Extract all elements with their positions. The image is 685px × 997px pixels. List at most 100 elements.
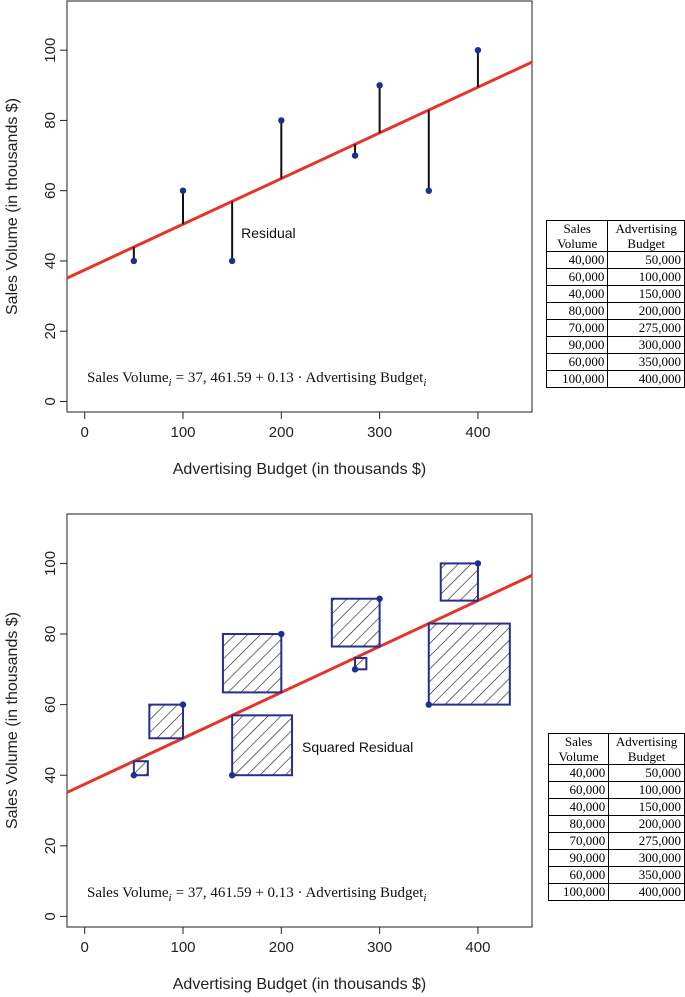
data-point <box>376 82 383 89</box>
cell-advertising-budget: 350,000 <box>607 353 685 371</box>
squared-residual-label: Squared Residual <box>302 739 413 755</box>
cell-sales-volume: 40,000 <box>545 285 609 303</box>
table-row: 90,000 300,000 <box>547 849 685 867</box>
equation-subscript: i <box>169 377 172 389</box>
y-axis-title: Sales Volume (in thousands $) <box>4 612 21 829</box>
data-point <box>376 595 383 602</box>
y-tick-label: 80 <box>42 112 59 129</box>
equation-lhs: Sales Volume <box>87 885 169 901</box>
residual-chart: 0 100 200 300 400 0 20 40 60 80 100 Advertising Bud… <box>4 0 533 478</box>
x-tick-label: 0 <box>81 424 89 441</box>
x-tick-label: 400 <box>465 424 490 441</box>
table-row: 90,000 300,000 <box>545 336 685 354</box>
data-point <box>130 257 138 265</box>
y-tick-label: 80 <box>42 626 59 643</box>
header-line: Sales <box>563 221 591 236</box>
y-tick-label: 0 <box>42 397 59 405</box>
cell-advertising-budget: 100,000 <box>608 781 685 799</box>
cell-sales-volume: 80,000 <box>547 815 610 833</box>
data-point <box>474 560 482 567</box>
data-point <box>425 187 432 194</box>
table-body: 40,000 50,000 60,000 100,000 40,000 150,000 80… <box>545 251 685 388</box>
header-line: Advertising <box>615 734 678 749</box>
data-point <box>278 117 285 124</box>
cell-advertising-budget: 400,000 <box>607 370 685 388</box>
y-axis-title: Sales Volume (in thousands $) <box>4 98 21 315</box>
squared-residual-box <box>427 622 511 706</box>
regression-equation: Sales Volumei = 37, 461.59 + 0.13 · Adver… <box>87 885 426 904</box>
data-table-bottom: Sales Volume Advertising Budget 40,000 50,0… <box>547 733 685 901</box>
cell-sales-volume: 70,000 <box>547 832 610 850</box>
residual-panel: 0 100 200 300 400 0 20 40 60 80 100 Advertising Bud… <box>0 0 685 497</box>
cell-advertising-budget: 50,000 <box>608 764 685 782</box>
x-axis-title: Advertising Budget (in thousands $) <box>173 976 426 993</box>
header-line: Advertising <box>615 221 677 236</box>
cell-advertising-budget: 350,000 <box>608 866 685 884</box>
residual-label: Residual <box>241 225 295 241</box>
header-line: Budget <box>627 236 665 251</box>
equation-rhs: = 37, 461.59 + 0.13 · Advertising Budget <box>176 370 425 386</box>
equation-rhs: = 37, 461.59 + 0.13 · Advertising Budget <box>176 885 425 901</box>
y-tick-label: 20 <box>42 323 59 340</box>
cell-sales-volume: 70,000 <box>545 319 609 337</box>
cell-sales-volume: 90,000 <box>545 336 609 354</box>
table-header-sales: Sales Volume <box>547 733 610 765</box>
cell-sales-volume: 60,000 <box>547 781 610 799</box>
table-row: 40,000 50,000 <box>545 251 685 269</box>
squared-residual-box <box>439 562 479 602</box>
x-tick-label: 300 <box>367 424 392 441</box>
regression-line <box>66 60 533 280</box>
y-tick-label: 100 <box>42 38 59 63</box>
cell-advertising-budget: 200,000 <box>607 302 685 320</box>
data-point <box>351 152 359 159</box>
data-point <box>228 257 236 265</box>
x-tick-label: 0 <box>81 939 89 956</box>
table-header-row: Sales Volume Advertising Budget <box>545 220 685 252</box>
equation-subscript: i <box>169 892 172 904</box>
equation-lhs: Sales Volume <box>87 370 169 386</box>
table-row: 70,000 275,000 <box>545 319 685 337</box>
squared-residual-box <box>221 633 283 694</box>
cell-sales-volume: 60,000 <box>545 268 609 286</box>
data-point <box>130 772 138 779</box>
squared-residual-box <box>354 656 368 671</box>
y-tick-label: 100 <box>42 551 59 576</box>
cell-sales-volume: 90,000 <box>547 849 610 867</box>
x-axis-title: Advertising Budget (in thousands $) <box>173 461 426 478</box>
cell-sales-volume: 100,000 <box>547 883 610 901</box>
data-point <box>425 701 432 708</box>
x-tick-label: 200 <box>269 424 294 441</box>
squared-residual-chart: 0 100 200 300 400 0 20 40 60 80 100 Advertising Bud… <box>4 513 533 993</box>
x-tick-label: 100 <box>170 424 195 441</box>
data-point <box>278 630 285 638</box>
header-line: Budget <box>627 749 666 764</box>
table-row: 80,000 200,000 <box>547 815 685 833</box>
table-row: 40,000 50,000 <box>547 764 685 782</box>
squared-residual-box <box>330 597 381 648</box>
table-header-budget: Advertising Budget <box>607 220 685 252</box>
data-table-top: Sales Volume Advertising Budget 40,000 50,0… <box>545 220 685 388</box>
header-line: Sales <box>564 734 593 749</box>
y-tick-label: 40 <box>42 253 59 270</box>
header-line: Volume <box>557 236 598 251</box>
table-row: 100,000 400,000 <box>545 370 685 388</box>
table-row: 40,000 150,000 <box>545 285 685 303</box>
data-point <box>351 666 359 673</box>
table-header-row: Sales Volume Advertising Budget <box>547 733 685 765</box>
cell-advertising-budget: 100,000 <box>607 268 685 286</box>
x-tick-label: 400 <box>465 939 490 956</box>
data-point <box>179 701 187 708</box>
cell-sales-volume: 40,000 <box>547 764 610 782</box>
cell-sales-volume: 80,000 <box>545 302 609 320</box>
cell-sales-volume: 60,000 <box>547 866 610 884</box>
table-row: 60,000 350,000 <box>547 866 685 884</box>
plot-frame <box>66 0 533 413</box>
x-tick-label: 200 <box>269 939 294 956</box>
y-tick-label: 20 <box>42 837 59 854</box>
header-line: Volume <box>558 749 599 764</box>
x-tick-label: 100 <box>170 939 195 956</box>
table-row: 70,000 275,000 <box>547 832 685 850</box>
cell-sales-volume: 40,000 <box>547 798 610 816</box>
y-tick-label: 0 <box>42 912 59 920</box>
squared-residual-box <box>132 760 149 777</box>
